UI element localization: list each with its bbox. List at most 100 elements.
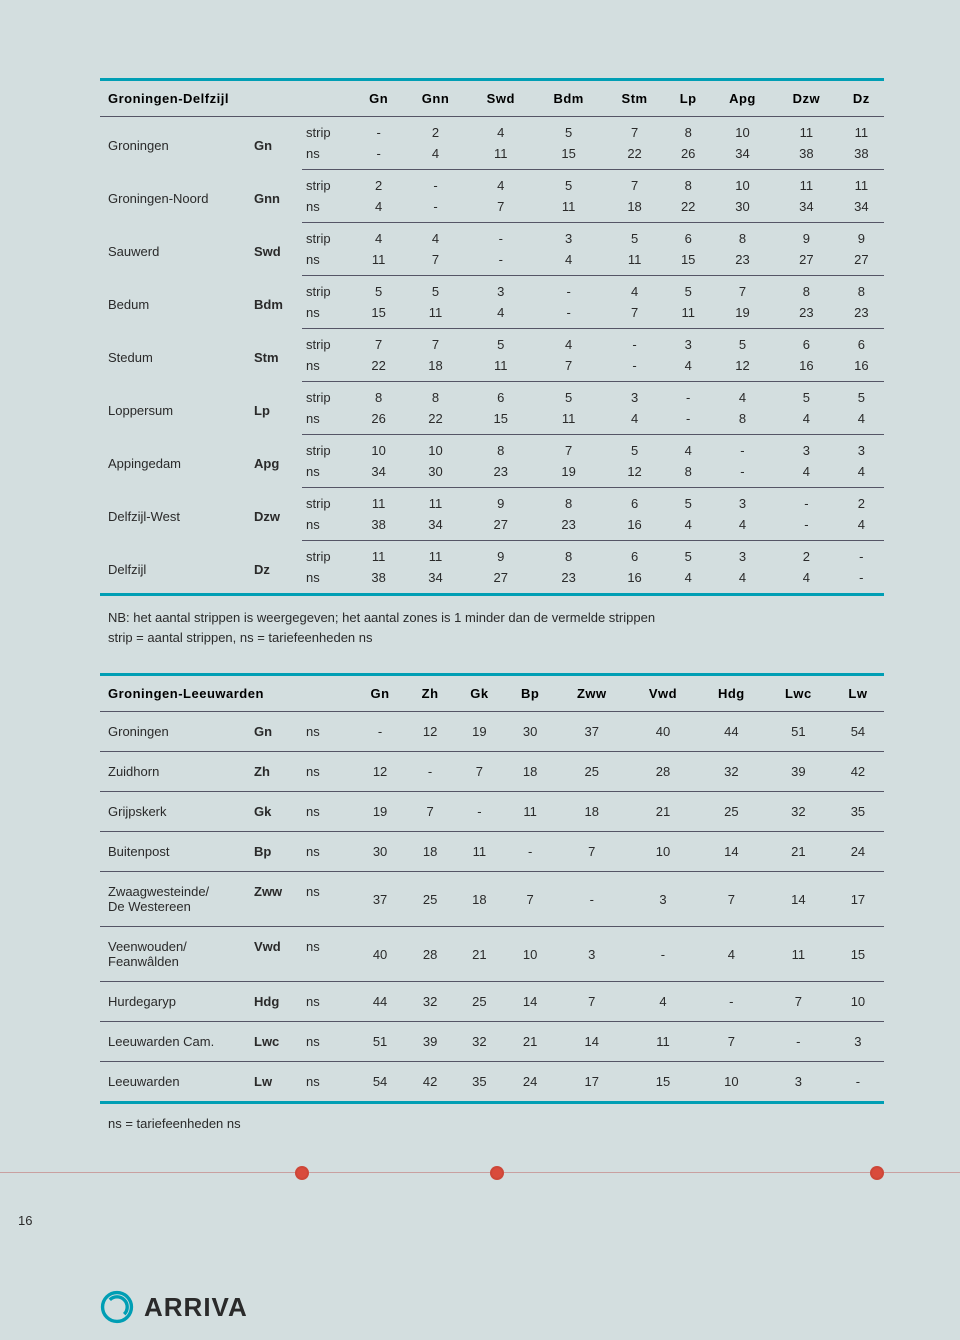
table-cell: 44 [698, 712, 765, 752]
station-code: Hdg [250, 982, 302, 1022]
table-cell: 30 [354, 832, 406, 872]
table-cell: 10 [711, 170, 774, 197]
unit-label: strip [302, 435, 354, 462]
table-cell: 5 [774, 382, 839, 409]
table-cell: 34 [839, 196, 884, 223]
table-cell: 5 [604, 435, 666, 462]
table-cell: 5 [711, 329, 774, 356]
table-cell: 34 [711, 143, 774, 170]
table-cell: - [454, 792, 505, 832]
unit-label: strip [302, 276, 354, 303]
table-cell: 34 [403, 514, 468, 541]
table-cell: 11 [774, 117, 839, 144]
table-cell: 10 [711, 117, 774, 144]
table-cell: 34 [774, 196, 839, 223]
table-cell: 15 [666, 249, 711, 276]
table-cell: 8 [711, 408, 774, 435]
table-cell: 8 [468, 435, 534, 462]
station-code: Zww [250, 872, 302, 927]
table-cell: 4 [628, 982, 698, 1022]
col2-hdg: Hdg [698, 675, 765, 712]
unit-label: ns [302, 982, 354, 1022]
table-cell: 40 [354, 927, 406, 982]
table-cell: 7 [403, 329, 468, 356]
table-cell: 15 [468, 408, 534, 435]
station-code: Gn [250, 117, 302, 170]
station-code: Dz [250, 541, 302, 595]
table-cell: - [468, 223, 534, 250]
unit-label: ns [302, 143, 354, 170]
table-cell: 21 [628, 792, 698, 832]
table-cell: 2 [354, 170, 403, 197]
table-cell: 25 [556, 752, 629, 792]
table-cell: 8 [403, 382, 468, 409]
unit-label: strip [302, 382, 354, 409]
page: Groningen-Delfzijl Gn Gnn Swd Bdm Stm Lp… [0, 0, 960, 1340]
table-cell: 4 [711, 514, 774, 541]
table-cell: 22 [666, 196, 711, 223]
table-cell: 12 [406, 712, 454, 752]
table-cell: 4 [666, 355, 711, 382]
table-cell: 38 [839, 143, 884, 170]
station-name: Sauwerd [100, 223, 250, 276]
table-cell: 12 [604, 461, 666, 488]
table-cell: 18 [556, 792, 629, 832]
table-cell: 14 [505, 982, 556, 1022]
table-cell: 30 [711, 196, 774, 223]
table-cell: 8 [666, 170, 711, 197]
table-cell: - [354, 117, 403, 144]
table-cell: - [839, 541, 884, 568]
table-cell: - [604, 329, 666, 356]
table-cell: 11 [628, 1022, 698, 1062]
unit-label: ns [302, 567, 354, 595]
table-cell: 22 [354, 355, 403, 382]
table-cell: 10 [832, 982, 884, 1022]
station-code: Gn [250, 712, 302, 752]
table-cell: 7 [556, 982, 629, 1022]
dot-icon [870, 1166, 884, 1180]
table-row: Groningen-NoordGnnstrip2-4578101111 [100, 170, 884, 197]
table-cell: 3 [604, 382, 666, 409]
table-cell: 15 [354, 302, 403, 329]
unit-label: strip [302, 117, 354, 144]
col-lp: Lp [666, 80, 711, 117]
table-cell: - [711, 461, 774, 488]
table-cell: 7 [765, 982, 832, 1022]
note-line2: strip = aantal strippen, ns = tariefeenh… [108, 630, 373, 645]
table-cell: 5 [534, 117, 604, 144]
table-groningen-leeuwarden: Groningen-Leeuwarden Gn Zh Gk Bp Zww Vwd… [100, 673, 884, 1104]
table-cell: 11 [666, 302, 711, 329]
table-cell: 6 [468, 382, 534, 409]
station-name: Delfzijl [100, 541, 250, 595]
table-cell: 19 [454, 712, 505, 752]
table-cell: 9 [774, 223, 839, 250]
unit-label: strip [302, 329, 354, 356]
table-cell: 4 [468, 170, 534, 197]
station-name: Zwaagwesteinde/De Westereen [100, 872, 250, 927]
unit-label: ns [302, 927, 354, 982]
table-cell: 3 [556, 927, 629, 982]
arriva-logo: ARRIVA [100, 1290, 248, 1324]
table-cell: 2 [403, 117, 468, 144]
table-cell: 15 [832, 927, 884, 982]
table-cell: 8 [534, 488, 604, 515]
table-cell: 2 [839, 488, 884, 515]
table-cell: 32 [454, 1022, 505, 1062]
table-cell: 24 [505, 1062, 556, 1103]
table-cell: - [534, 276, 604, 303]
table-cell: 5 [839, 382, 884, 409]
table-cell: 3 [468, 276, 534, 303]
table-cell: 4 [698, 927, 765, 982]
table-cell: 4 [468, 117, 534, 144]
table-row: Delfzijl-WestDzwstrip111198653-2 [100, 488, 884, 515]
table-cell: 4 [839, 408, 884, 435]
table-cell: 5 [534, 382, 604, 409]
table-cell: 6 [839, 329, 884, 356]
table-cell: 6 [666, 223, 711, 250]
table-cell: 3 [711, 541, 774, 568]
table-cell: - [468, 249, 534, 276]
table-cell: 11 [454, 832, 505, 872]
col-dzw: Dzw [774, 80, 839, 117]
table-cell: 27 [468, 567, 534, 595]
table-cell: 6 [604, 541, 666, 568]
